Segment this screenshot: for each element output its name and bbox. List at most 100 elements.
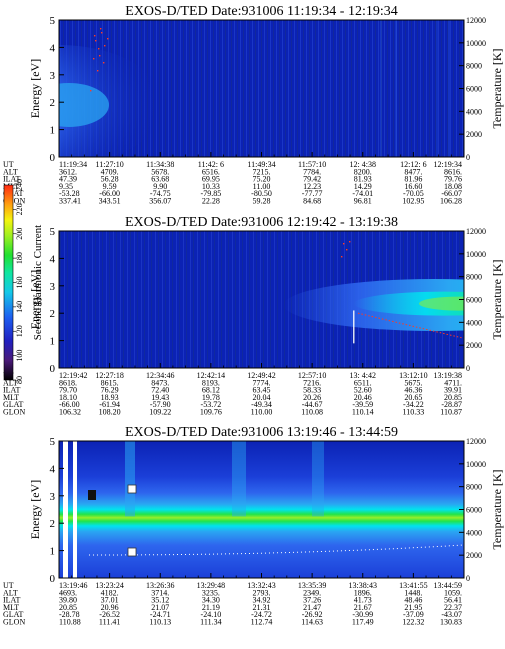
noise-dot (349, 241, 351, 243)
data-gap (73, 441, 77, 578)
ephemeris-row-label: GLON (3, 408, 25, 417)
colorbar-tick-label: 200 (15, 228, 24, 240)
ephemeris-value: 9.59 (103, 182, 117, 191)
ephemeris-value: 35.12 (151, 596, 169, 605)
energy-tick-label: 5 (50, 436, 56, 448)
temperature-tick-label: 8000 (466, 62, 482, 71)
ephemeris-value: 19.43 (151, 393, 169, 402)
ephemeris-value: 34.92 (253, 596, 271, 605)
ephemeris-value: 8193. (202, 378, 220, 387)
noise-dot (93, 58, 95, 60)
ephemeris-value: -39.59 (352, 400, 373, 409)
ephemeris-row-label: UT (3, 581, 14, 590)
ephemeris-value: -37.09 (403, 610, 424, 619)
ephemeris-value: 111.34 (200, 618, 221, 627)
ephemeris-value: 11:49:34 (247, 160, 275, 169)
ephemeris-value: 6516. (202, 167, 220, 176)
ephemeris-value: -74.75 (150, 189, 171, 198)
ephemeris-value: 13:19:46 (59, 581, 87, 590)
ephemeris-value: 79.70 (59, 386, 77, 395)
ephemeris-value: 343.51 (99, 197, 121, 206)
vertical-feature (312, 441, 324, 517)
noise-dot (100, 28, 102, 30)
flux-band-peak (419, 296, 464, 311)
energy-tick-label: 3 (50, 491, 56, 503)
ephemeris-value: 79.76 (444, 175, 462, 184)
noise-dot (99, 55, 101, 57)
ephemeris-value: -49.34 (251, 400, 272, 409)
temperature-tick-label: 6000 (466, 506, 482, 515)
ephemeris-value: 109.22 (149, 408, 171, 417)
vertical-feature (232, 441, 246, 517)
ephemeris-value: 110.13 (149, 618, 171, 627)
ephemeris-value: 18.08 (444, 182, 462, 191)
ephemeris-row-label: GLON (3, 197, 25, 206)
ephemeris-table: UTALTILATMLTGLATGLON13:19:464693.39.8020… (3, 581, 462, 627)
ephemeris-value: 11:42: 6 (198, 160, 224, 169)
ephemeris-row-label: MLT (3, 603, 19, 612)
ephemeris-value: 20.65 (404, 393, 422, 402)
ephemeris-value: 69.95 (202, 175, 220, 184)
ephemeris-value: -24.72 (251, 610, 272, 619)
ephemeris-value: -34.22 (403, 400, 424, 409)
ephemeris-value: 11.00 (253, 182, 271, 191)
energy-axis: 0 1 2 3 4 5 (50, 226, 64, 375)
ephemeris-value: 21.47 (303, 603, 321, 612)
ephemeris-value: 39.80 (59, 596, 77, 605)
ephemeris-value: 3714. (151, 588, 169, 597)
ephemeris-value: 2349. (303, 588, 321, 597)
noise-dot (343, 243, 345, 245)
noise-dot (103, 62, 105, 64)
ephemeris-value: -44.67 (302, 400, 323, 409)
ephemeris-value: -57.90 (150, 400, 171, 409)
ephemeris-value: 8200. (354, 167, 372, 176)
ephemeris-row-label: GLAT (3, 610, 24, 619)
ephemeris-value: 20.96 (101, 603, 119, 612)
vertical-artifact (436, 20, 438, 157)
ephemeris-value: 8618. (59, 378, 77, 387)
ephemeris-value: 106.32 (59, 408, 81, 417)
ephemeris-value: 4709. (101, 167, 119, 176)
temperature-axis: 0 2000 4000 6000 8000 10000 12000 (459, 227, 486, 373)
ephemeris-value: 76.29 (101, 386, 119, 395)
ephemeris-value: -26.52 (99, 610, 120, 619)
ephemeris-row-label: UT (3, 160, 14, 169)
colorbar: 80 100 120 140 160 180 200 220 240 Second Harmoni… (3, 179, 44, 384)
ephemeris-table: UTALTILATMLTGLATGLON12:19:428618.79.7018… (3, 371, 462, 417)
ephemeris-value: -79.85 (201, 189, 222, 198)
low-energy-flux-region (59, 44, 164, 157)
ephemeris-value: 130.83 (440, 618, 462, 627)
ephemeris-value: 13:38:43 (349, 581, 377, 590)
energy-tick-label: 0 (50, 363, 56, 375)
ephemeris-value: 3235. (202, 588, 220, 597)
ephemeris-value: 96.81 (354, 197, 372, 206)
ephemeris-value: 20.85 (444, 393, 462, 402)
ephemeris-value: 122.32 (402, 618, 424, 627)
energy-axis-label: Energy [eV] (28, 480, 42, 539)
energy-tick-label: 0 (50, 152, 56, 164)
ephemeris-value: 20.04 (253, 393, 271, 402)
ephemeris-value: 8616. (444, 167, 462, 176)
energy-axis: 0 1 2 3 4 5 (50, 436, 64, 585)
ephemeris-value: 8473. (151, 378, 169, 387)
ephemeris-value: 21.31 (253, 603, 271, 612)
ephemeris-value: 81.93 (354, 175, 372, 184)
ephemeris-row-label: ALT (3, 588, 18, 597)
ephemeris-value: 18.93 (101, 393, 119, 402)
ephemeris-value: -24.10 (201, 610, 222, 619)
temperature-tick-label: 0 (466, 364, 470, 373)
colorbar-tick-label: 220 (15, 203, 24, 215)
ephemeris-value: 356.07 (149, 197, 171, 206)
ephemeris-value: -28.78 (59, 610, 80, 619)
noise-dot (90, 90, 92, 92)
ephemeris-value: 13:26:36 (146, 581, 174, 590)
energy-tick-label: 4 (50, 253, 56, 265)
ephemeris-value: 39.91 (444, 386, 462, 395)
temperature-tick-label: 2000 (466, 130, 482, 139)
ephemeris-row-label: ALT (3, 167, 18, 176)
ephemeris-value: 68.12 (202, 386, 220, 395)
temperature-tick-label: 8000 (466, 273, 482, 282)
vertical-artifact (395, 20, 397, 157)
ephemeris-value: -66.07 (441, 189, 462, 198)
